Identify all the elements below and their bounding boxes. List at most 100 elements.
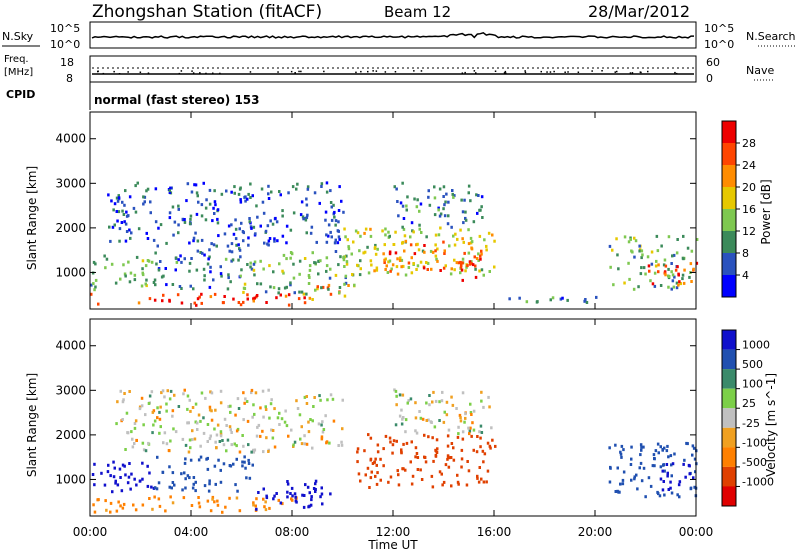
data-cell: [420, 478, 424, 481]
data-cell: [432, 390, 435, 394]
data-cell: [125, 210, 128, 214]
data-cell: [375, 482, 379, 486]
data-cell: [316, 287, 319, 291]
data-cell: [342, 255, 346, 259]
data-cell: [206, 423, 210, 426]
data-cell: [199, 251, 202, 254]
data-cell: [138, 407, 142, 411]
data-cell: [461, 430, 465, 434]
data-cell: [619, 450, 622, 454]
data-cell: [238, 450, 242, 454]
data-cell: [370, 470, 373, 474]
data-cell: [270, 398, 273, 402]
data-cell: [334, 250, 338, 253]
data-cell: [190, 190, 194, 194]
data-cell: [393, 388, 396, 392]
data-cell: [477, 252, 480, 256]
data-cell: [394, 251, 398, 255]
data-cell: [456, 473, 459, 477]
data-cell: [311, 251, 314, 255]
data-cell: [663, 258, 667, 262]
data-cell: [299, 213, 303, 217]
data-cell: [485, 244, 488, 248]
data-cell: [396, 257, 399, 261]
data-cell: [141, 267, 144, 271]
nave-point: [212, 72, 214, 74]
data-cell: [329, 492, 332, 496]
data-cell: [159, 425, 162, 429]
data-cell: [332, 419, 336, 423]
data-cell: [414, 416, 418, 420]
data-cell: [663, 469, 666, 473]
data-cell: [302, 505, 306, 509]
data-cell: [673, 452, 676, 456]
data-cell: [653, 271, 657, 275]
data-cell: [434, 448, 437, 452]
data-cell: [375, 266, 379, 270]
data-cell: [474, 264, 477, 268]
data-cell: [306, 485, 310, 489]
data-cell: [284, 294, 288, 298]
data-cell: [350, 252, 353, 256]
data-cell: [215, 446, 218, 450]
data-cell: [100, 471, 103, 475]
data-cell: [262, 211, 266, 215]
data-cell: [246, 419, 250, 423]
data-cell: [231, 258, 235, 262]
data-cell: [397, 473, 400, 477]
data-cell: [135, 483, 138, 487]
data-cell: [325, 269, 328, 273]
data-cell: [461, 391, 465, 395]
data-cell: [479, 257, 482, 261]
data-cell: [379, 478, 382, 482]
data-cell: [324, 218, 327, 222]
data-cell: [337, 263, 340, 267]
data-cell: [160, 391, 163, 395]
data-cell: [427, 189, 430, 193]
nave-point: [199, 72, 201, 74]
data-cell: [402, 227, 406, 231]
data-cell: [633, 475, 636, 479]
data-cell: [472, 220, 476, 224]
data-cell: [184, 457, 187, 461]
data-cell: [230, 443, 233, 447]
data-cell: [431, 485, 435, 489]
nave-point: [503, 72, 506, 74]
data-cell: [247, 236, 250, 240]
data-cell: [177, 231, 180, 235]
data-cell: [193, 437, 197, 441]
data-cell: [630, 457, 633, 461]
data-cell: [138, 479, 142, 483]
data-cell: [249, 196, 252, 199]
data-cell: [154, 220, 158, 224]
data-cell: [306, 213, 309, 217]
data-cell: [312, 487, 316, 490]
data-cell: [402, 264, 405, 268]
data-cell: [676, 493, 679, 497]
y-tick-label: 3000: [55, 176, 86, 190]
data-cell: [301, 215, 305, 219]
data-cell: [305, 231, 308, 235]
data-cell: [663, 271, 666, 275]
data-cell: [452, 446, 455, 450]
data-cell: [236, 397, 240, 401]
data-cell: [277, 287, 281, 291]
data-cell: [126, 431, 130, 435]
data-cell: [479, 445, 482, 449]
data-cell: [192, 239, 195, 243]
data-cell: [166, 389, 169, 393]
data-cell: [369, 227, 372, 231]
data-cell: [214, 408, 217, 412]
noise-tick-left-top: 10^5: [50, 22, 80, 35]
data-cell: [416, 468, 420, 471]
data-cell: [305, 292, 308, 296]
data-cell: [303, 395, 307, 399]
data-cell: [203, 278, 206, 282]
data-cell: [164, 509, 167, 513]
data-cell: [670, 287, 673, 291]
data-cell: [149, 200, 152, 204]
data-cell: [168, 298, 171, 302]
data-cell: [185, 199, 188, 203]
data-cell: [213, 200, 217, 204]
